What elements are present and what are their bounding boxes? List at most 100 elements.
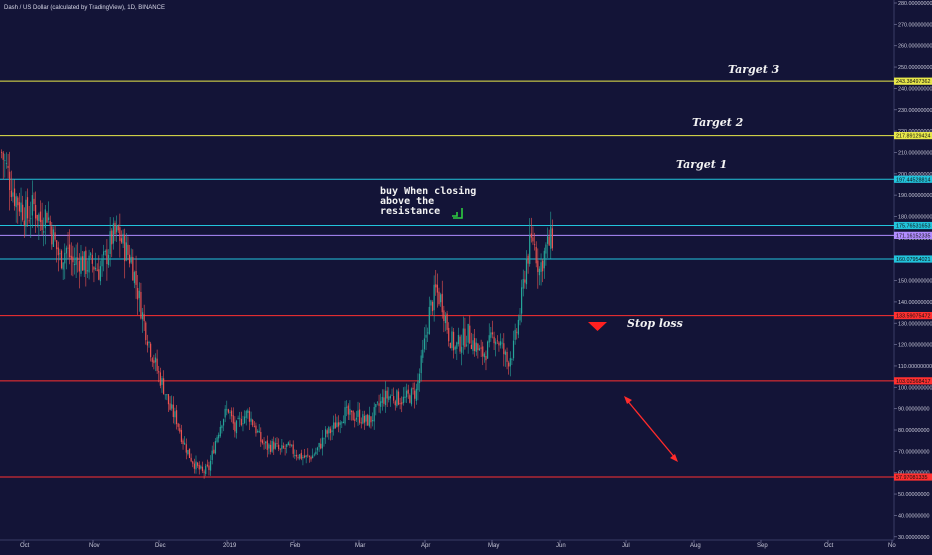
price-tick-label: 200.00000000 [898, 172, 932, 178]
candle-body [394, 401, 396, 406]
candle-body [263, 443, 265, 445]
candle-body [509, 358, 511, 367]
time-tick-label: Apr [421, 543, 430, 549]
candle-body [83, 251, 85, 271]
candle-body [91, 255, 93, 264]
price-tag [894, 473, 932, 481]
candle-body [266, 440, 268, 450]
candle-body [551, 228, 553, 249]
candle-body [248, 411, 251, 422]
candle-body [406, 390, 408, 398]
candle-body [300, 452, 302, 459]
candle-body [187, 450, 189, 455]
candle-body [425, 334, 427, 338]
candle-body [101, 258, 103, 267]
candle-body [216, 437, 218, 442]
stop-loss-label: Stop loss [627, 317, 683, 330]
price-tick-label: 130.00000000 [898, 321, 932, 327]
time-axis[interactable]: Oct Nov Dec 2019 Feb Mar Apr May Jun Jul Aug Sep Oct… [20, 540, 896, 549]
candle-body [362, 414, 364, 424]
candle-body [15, 196, 17, 208]
candle-body [62, 262, 64, 270]
candle-body [156, 358, 158, 371]
price-tick-label: 50.00000000 [898, 492, 929, 498]
candle-body [148, 341, 150, 344]
candle-body [73, 264, 76, 266]
candle-body [449, 342, 451, 349]
candle-body [237, 417, 239, 419]
candle-body [512, 340, 515, 359]
buy-note-line-3: resistance [380, 205, 440, 217]
candle-body [289, 443, 291, 446]
candle-body [46, 213, 48, 223]
candle-body [159, 372, 161, 386]
price-tag [894, 77, 932, 85]
candle-body [436, 284, 438, 293]
candles [1, 149, 553, 479]
candle-body [350, 410, 353, 413]
candle-body [337, 422, 340, 427]
time-tick-label: Dec [155, 543, 166, 549]
candle-body [153, 360, 155, 364]
price-tick-label: 140.00000000 [898, 300, 932, 306]
candle-body [320, 443, 322, 449]
candle-body [138, 290, 140, 298]
candle-body [550, 226, 552, 249]
candle-body [36, 214, 38, 221]
candle-body [85, 250, 87, 275]
candle-body [367, 414, 369, 426]
candle-body [297, 457, 299, 459]
time-tick-label: Oct [20, 543, 30, 549]
candle-body [393, 396, 395, 401]
candle-body [44, 209, 46, 229]
candle-body [180, 430, 183, 442]
range-arrow-icon[interactable] [624, 396, 678, 462]
candle-body [261, 440, 264, 444]
candle-body [376, 402, 379, 404]
candle-body [229, 411, 231, 413]
candle-body [20, 202, 22, 213]
candle-body [373, 407, 375, 422]
candle-body [443, 310, 445, 322]
price-tag-label: 175.76531653 [896, 224, 930, 230]
buy-note-line-2: above the [380, 196, 434, 207]
candle-body [111, 230, 113, 245]
candle-body [80, 256, 82, 274]
candle-body [365, 415, 367, 422]
candle-body [54, 232, 56, 240]
candle-body [454, 346, 456, 350]
candle-body [65, 247, 67, 254]
price-tick-label: 120.00000000 [898, 343, 932, 349]
candle-body [459, 336, 461, 352]
candle-body [344, 407, 346, 424]
candle-body [1, 151, 3, 153]
candle-body [435, 284, 437, 288]
candle-body [538, 268, 541, 276]
candle-body [503, 343, 505, 355]
candle-body [60, 250, 63, 269]
candle-body [496, 340, 498, 342]
candle-body [213, 449, 215, 454]
candle-body [527, 255, 529, 264]
candle-body [75, 257, 77, 265]
price-tick-label: 150.00000000 [898, 279, 932, 285]
candle-body [130, 256, 132, 263]
candle-body [354, 419, 356, 421]
candle-body [103, 251, 105, 256]
candle-body [143, 314, 145, 322]
candle-body [234, 422, 236, 432]
candle-body [245, 411, 247, 418]
target-3-label: Target 3 [728, 63, 780, 76]
candle-body [368, 415, 370, 427]
candle-body [469, 325, 471, 344]
candle-body [188, 448, 191, 459]
candle-body [244, 416, 246, 424]
candle-body [127, 244, 129, 255]
buy-note-line-1: buy When closing [380, 185, 476, 197]
candle-body [268, 444, 270, 449]
candle-body [250, 418, 252, 422]
candle-body [117, 225, 119, 231]
price-tick-label: 250.00000000 [898, 65, 932, 71]
candle-body [464, 328, 466, 348]
candle-body [339, 422, 341, 425]
